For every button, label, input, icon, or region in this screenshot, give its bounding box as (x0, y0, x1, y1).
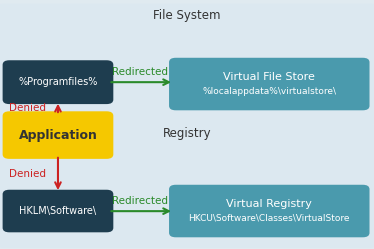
Text: File System: File System (153, 9, 221, 22)
Text: Application: Application (19, 128, 97, 142)
FancyBboxPatch shape (3, 111, 113, 159)
Text: %Programfiles%: %Programfiles% (18, 77, 98, 87)
FancyBboxPatch shape (0, 124, 374, 248)
FancyBboxPatch shape (3, 60, 113, 104)
Text: %localappdata%\virtualstore\: %localappdata%\virtualstore\ (202, 87, 336, 96)
Text: Registry: Registry (163, 127, 211, 140)
FancyBboxPatch shape (169, 58, 370, 110)
Text: Denied: Denied (9, 103, 46, 113)
FancyBboxPatch shape (169, 185, 370, 237)
Text: HKLM\Software\: HKLM\Software\ (19, 206, 96, 216)
Text: Redirected: Redirected (112, 196, 168, 206)
Text: Redirected: Redirected (112, 67, 168, 77)
Text: Virtual File Store: Virtual File Store (223, 71, 315, 82)
Text: Denied: Denied (9, 169, 46, 179)
Text: Virtual Registry: Virtual Registry (226, 198, 312, 209)
FancyBboxPatch shape (3, 190, 113, 232)
FancyBboxPatch shape (0, 4, 374, 124)
Text: HKCU\Software\Classes\VirtualStore: HKCU\Software\Classes\VirtualStore (188, 214, 350, 223)
